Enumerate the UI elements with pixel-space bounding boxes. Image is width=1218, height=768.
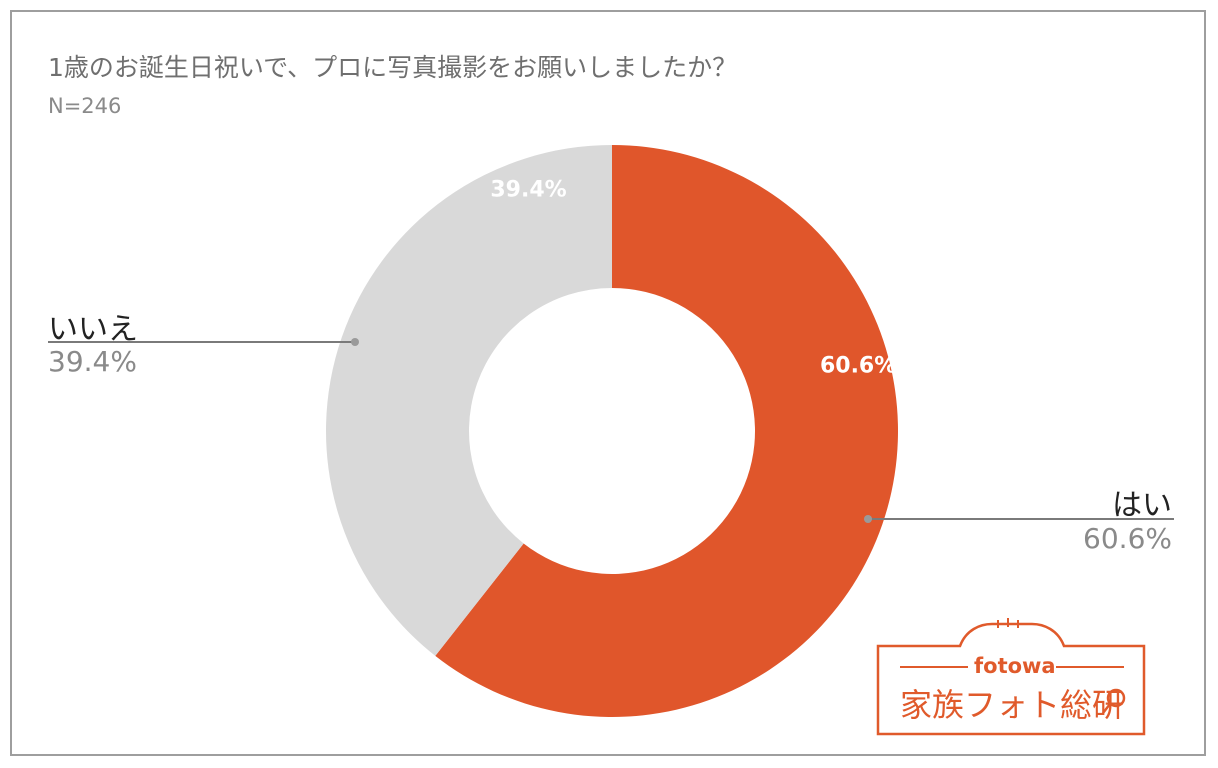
- legend-label-yes: はい: [1112, 488, 1172, 523]
- logo-frame-icon: [876, 618, 1146, 736]
- magnifier-icon: [1106, 688, 1126, 708]
- logo-brand: fotowa: [974, 654, 1056, 678]
- leader-dot-no: [351, 338, 359, 346]
- chart-subtitle: N=246: [48, 94, 122, 118]
- fotowa-logo: fotowa 家族フォト総研: [874, 618, 1152, 738]
- legend-pct-yes: 60.6%: [1083, 522, 1172, 555]
- legend-pct-no: 39.4%: [48, 345, 137, 378]
- chart-title: 1歳のお誕生日祝いで、プロに写真撮影をお願いしましたか？: [48, 53, 738, 82]
- legend-label-no: いいえ: [48, 312, 138, 347]
- slice-yes: [435, 145, 898, 717]
- logo-name: 家族フォト総研: [900, 686, 1125, 724]
- slice-label-no: 39.4%: [490, 178, 566, 203]
- leader-dot-yes: [864, 515, 872, 523]
- slice-no: [326, 145, 612, 656]
- slice-label-yes: 60.6%: [820, 353, 896, 378]
